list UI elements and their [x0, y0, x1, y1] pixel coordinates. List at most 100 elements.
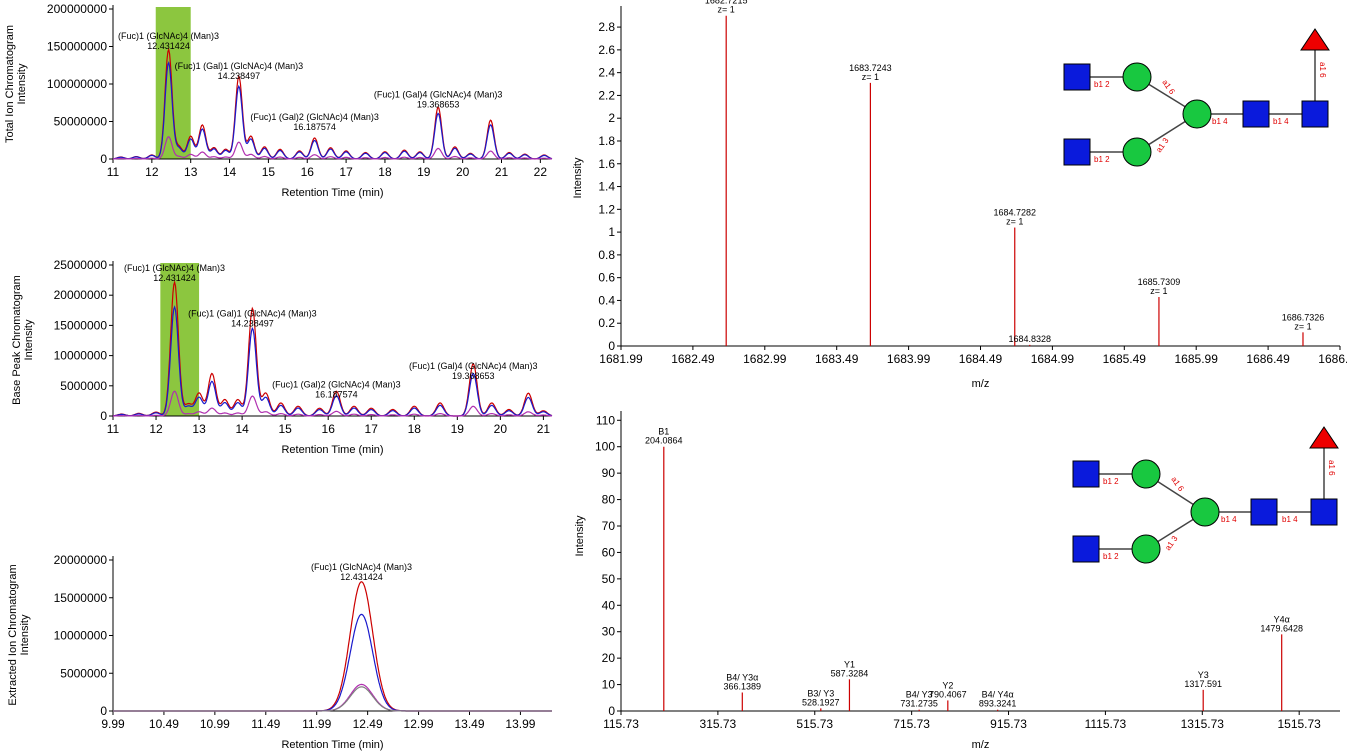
y-axis-label: Extracted Ion Chromatogram [7, 564, 19, 705]
peak-label: Y4α [1274, 614, 1290, 624]
y-tick-label: 1.8 [598, 134, 615, 148]
y-tick-label: 15000000 [54, 591, 108, 605]
peak-annotation: 12.431424 [340, 572, 383, 582]
peak-annotation: 14.238497 [231, 318, 274, 328]
peak-label: 1317.591 [1184, 679, 1222, 689]
y-tick-label: 0 [100, 409, 107, 423]
peak-label: 1684.8328 [1009, 334, 1052, 344]
x-tick-label: 1684.99 [1031, 352, 1075, 366]
peak-label: B4/ Y3α [726, 673, 758, 683]
linkage-label: b1 4 [1273, 117, 1289, 126]
x-tick-label: 22 [534, 165, 548, 179]
peak-label: 1479.6428 [1260, 623, 1303, 633]
fucose-triangle-icon [1309, 426, 1339, 449]
mannose-circle-icon [1190, 497, 1220, 527]
extracted-ion-chromatogram-panel: 0 5000000 10000000 15000000 20000000 9.99 10.4… [7, 553, 552, 751]
peak-label: Y1 [844, 659, 855, 669]
peak-annotation: 14.238497 [218, 71, 261, 81]
y-axis-label: Intensity [23, 319, 35, 360]
glcnac-square-icon [1250, 498, 1278, 526]
y-tick-label: 2.8 [598, 20, 615, 34]
x-tick-label: 515.73 [796, 717, 833, 731]
y-tick-label: 150000000 [47, 40, 107, 54]
x-axis-label: Retention Time (min) [281, 739, 383, 751]
x-tick-label: 315.73 [700, 717, 737, 731]
x-tick-label: 9.99 [101, 717, 125, 731]
x-axis-label: Retention Time (min) [281, 187, 383, 199]
glcnac-square-icon [1072, 460, 1100, 488]
y-tick-label: 0 [100, 704, 107, 718]
y-tick-label: 10000000 [54, 629, 108, 643]
y-tick-label: 110 [596, 413, 615, 427]
peak-label: 204.0864 [645, 436, 683, 446]
y-tick-label: 1.6 [598, 157, 615, 171]
y-tick-label: 0.8 [598, 248, 615, 262]
glcnac-square-icon [1072, 535, 1100, 563]
y-tick-label: 20000000 [54, 288, 108, 302]
peak-label: 731.2735 [900, 699, 938, 709]
y-tick-label: 10000000 [54, 349, 108, 363]
x-tick-label: 1515.73 [1277, 717, 1321, 731]
peak-label: z= 1 [1006, 217, 1023, 227]
x-tick-label: 1681.99 [599, 352, 643, 366]
peak-label: 1682.7215 [705, 0, 748, 6]
y-tick-label: 60 [602, 545, 616, 559]
y-tick-label: 40 [602, 598, 616, 612]
peak-label: 1683.7243 [849, 63, 892, 73]
y-axis-label: Base Peak Chromatogram [11, 275, 23, 405]
peak-label: z= 1 [1294, 321, 1311, 331]
peak-annotation: (Fuc)1 (Gal)1 (GlcNAc)4 (Man)3 [175, 61, 304, 71]
x-tick-label: 12.99 [404, 717, 434, 731]
x-tick-label: 915.73 [990, 717, 1027, 731]
x-tick-label: 17 [365, 422, 379, 436]
y-tick-label: 1.4 [598, 180, 615, 194]
x-tick-label: 1682.99 [743, 352, 787, 366]
linkage-label: a1 6 [1327, 460, 1336, 476]
peak-annotation: (Fuc)1 (Gal)1 (GlcNAc)4 (Man)3 [188, 308, 317, 318]
series-line-1 [113, 613, 552, 712]
peak-annotation: 19.368653 [417, 100, 460, 110]
peak-annotation: (Fuc)1 (Gal)4 (GlcNAc)4 (Man)3 [409, 361, 538, 371]
y-tick-label: 20000000 [54, 553, 108, 567]
y-axis-label: Intensity [16, 63, 28, 104]
peak-annotation: 19.368653 [452, 371, 495, 381]
mannose-circle-icon [1182, 99, 1212, 129]
x-tick-label: 715.73 [893, 717, 930, 731]
peak-label: B4/ Y4α [982, 690, 1014, 700]
peak-label: 528.1927 [802, 697, 840, 707]
x-tick-label: 19 [417, 165, 431, 179]
mannose-circle-icon [1122, 137, 1152, 167]
x-tick-label: 1685.99 [1175, 352, 1219, 366]
y-tick-label: 2 [608, 111, 615, 125]
peak-annotation: (Fuc)1 (Gal)2 (GlcNAc)4 (Man)3 [250, 112, 379, 122]
x-axis-label: m/z [972, 739, 990, 751]
linkage-label: a1 3 [1154, 136, 1171, 154]
x-tick-label: 20 [456, 165, 470, 179]
x-tick-label: 13 [184, 165, 198, 179]
glcnac-square-icon [1063, 63, 1091, 91]
y-tick-label: 70 [602, 519, 616, 533]
x-tick-label: 1685.49 [1103, 352, 1147, 366]
highlight-band [155, 7, 191, 159]
y-tick-label: 100000000 [47, 77, 107, 91]
base-peak-chromatogram-panel: 0 5000000 10000000 15000000 20000000 25000000… [11, 258, 553, 456]
y-tick-label: 25000000 [54, 258, 108, 272]
peak-label: B4/ Y3 [906, 690, 933, 700]
y-tick-label: 5000000 [60, 379, 107, 393]
x-tick-label: 17 [339, 165, 353, 179]
y-tick-label: 50000000 [54, 115, 108, 129]
x-tick-label: 13.49 [454, 717, 484, 731]
y-tick-label: 0.4 [598, 293, 615, 307]
glcnac-square-icon [1301, 100, 1329, 128]
peak-label: 587.3284 [831, 668, 869, 678]
x-tick-label: 11 [107, 165, 120, 179]
peak-annotation: (Fuc)1 (Gal)4 (GlcNAc)4 (Man)3 [374, 90, 503, 100]
x-tick-label: 13.99 [505, 717, 535, 731]
x-tick-label: 1682.49 [671, 352, 715, 366]
y-tick-label: 1.2 [598, 202, 615, 216]
peak-label: 790.4067 [929, 689, 967, 699]
linkage-label: b1 2 [1094, 155, 1110, 164]
fucose-triangle-icon [1300, 28, 1330, 51]
peak-annotation: 12.431424 [147, 41, 190, 51]
